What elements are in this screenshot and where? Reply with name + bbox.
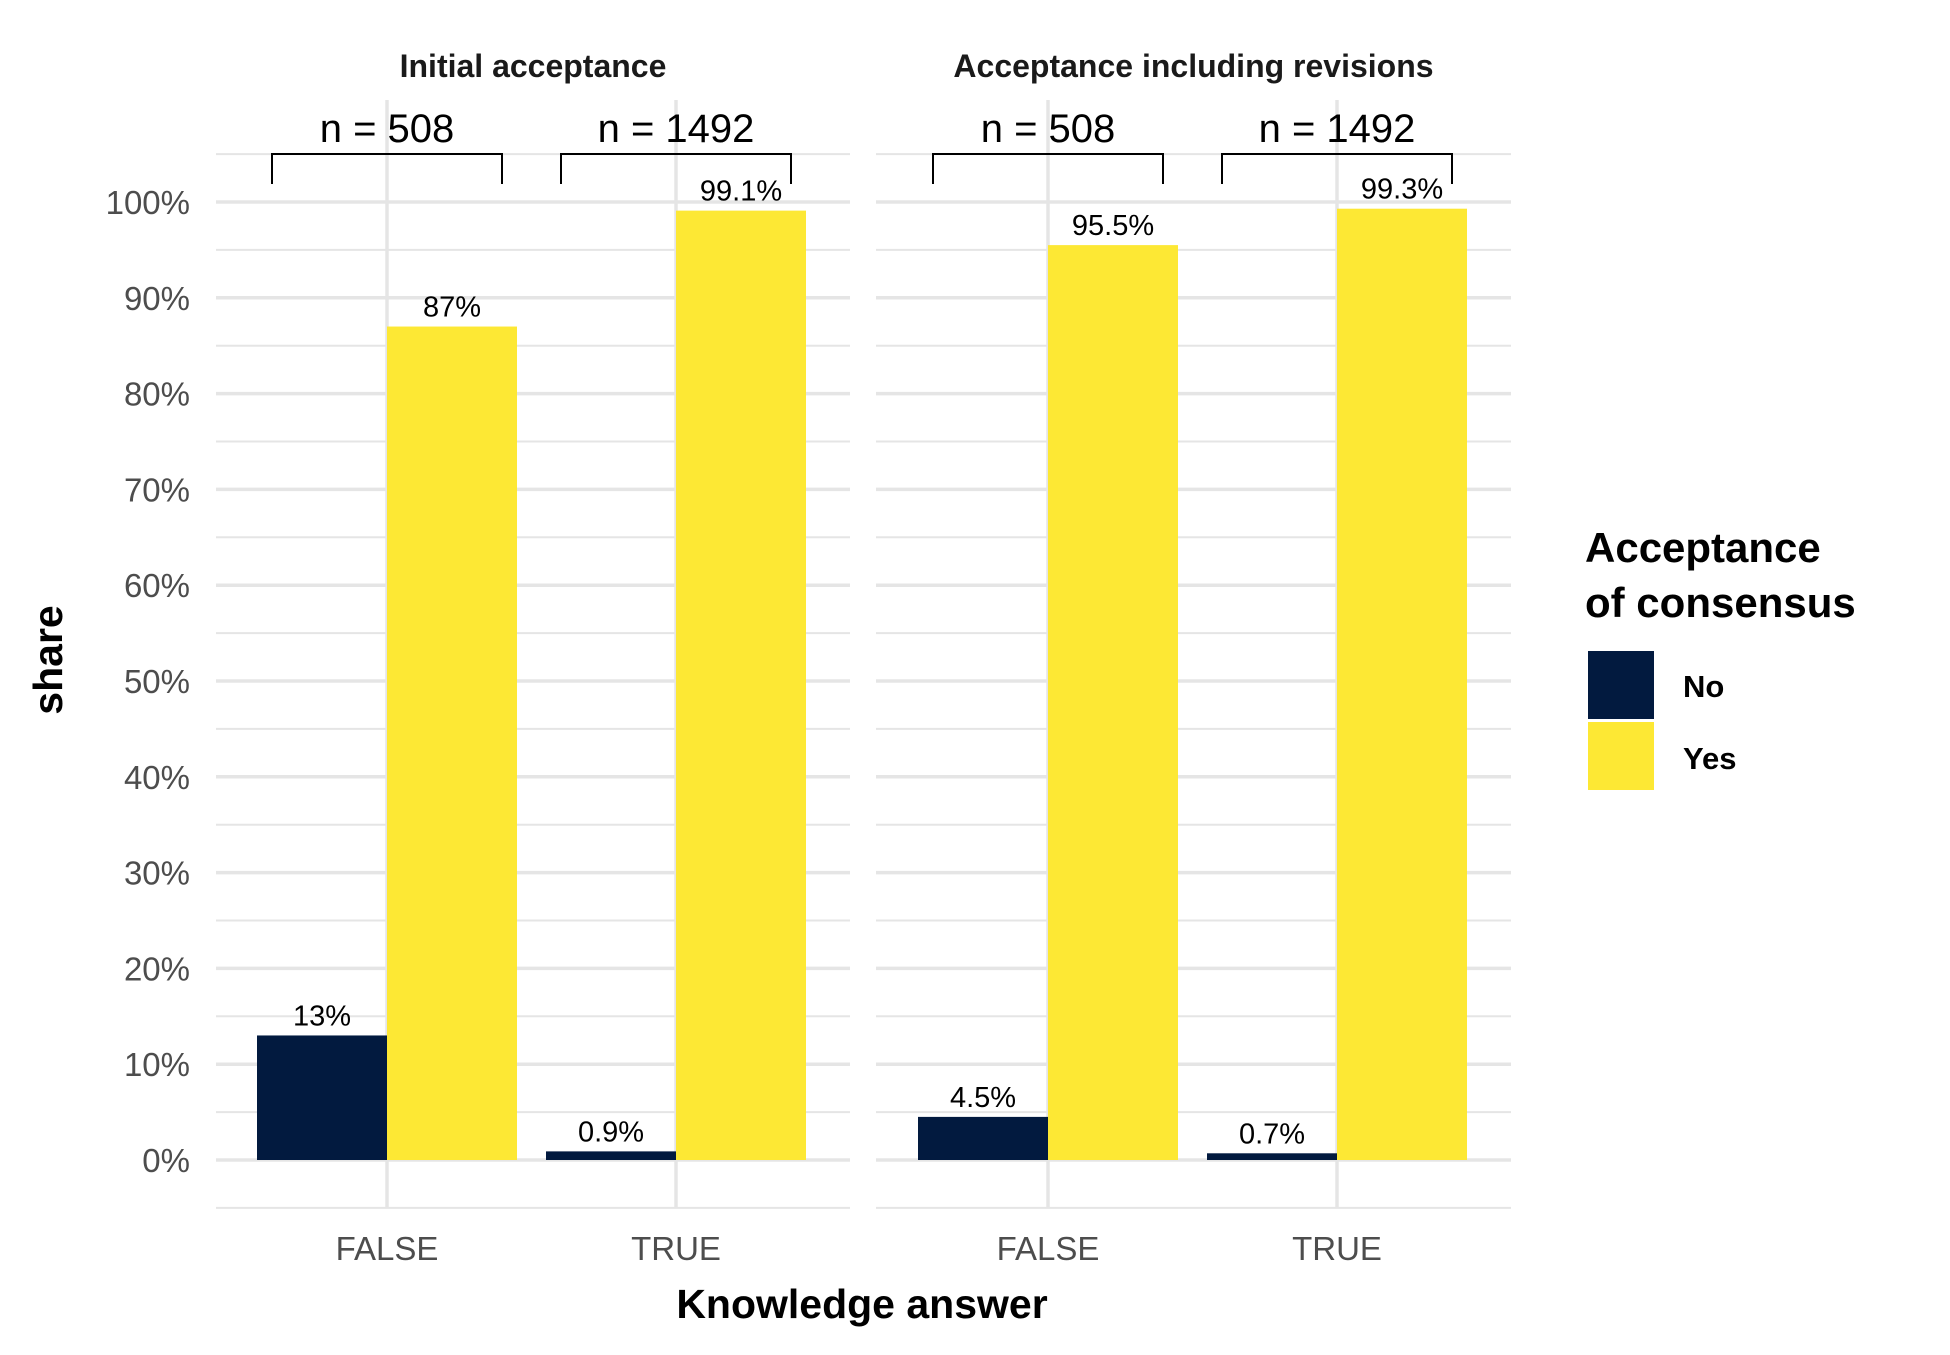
bar-yes [676, 210, 806, 1160]
y-tick-label: 10% [124, 1046, 190, 1083]
n-label: n = 1492 [598, 107, 755, 151]
legend-swatch-yes [1588, 722, 1654, 790]
x-axis-title: Knowledge answer [676, 1281, 1047, 1327]
bar-value-label: 0.9% [578, 1116, 644, 1148]
x-tick-label: FALSE [336, 1230, 439, 1267]
legend-label-no: No [1683, 669, 1724, 704]
bar-value-label: 87% [423, 292, 481, 324]
n-label: n = 508 [320, 107, 455, 151]
bar-yes [1048, 245, 1178, 1161]
y-tick-label: 0% [142, 1142, 190, 1179]
bar-value-label: 99.3% [1361, 174, 1443, 206]
bar-no [1207, 1153, 1337, 1160]
bar-value-label: 95.5% [1072, 210, 1154, 242]
y-tick-label: 90% [124, 280, 190, 317]
y-tick-label: 40% [124, 759, 190, 796]
y-tick-label: 60% [124, 567, 190, 604]
y-tick-label: 20% [124, 950, 190, 987]
n-label: n = 508 [981, 107, 1116, 151]
bar-no [546, 1151, 676, 1160]
y-tick-label: 100% [106, 184, 190, 221]
n-label: n = 1492 [1259, 107, 1416, 151]
legend-swatch-no [1588, 651, 1654, 719]
x-tick-label: FALSE [997, 1230, 1100, 1267]
bar-value-label: 99.1% [700, 176, 782, 208]
facet-title: Initial acceptance [400, 48, 667, 84]
y-tick-label: 30% [124, 855, 190, 892]
y-tick-label: 80% [124, 376, 190, 413]
bar-value-label: 0.7% [1239, 1118, 1305, 1150]
y-tick-label: 70% [124, 471, 190, 508]
bar-value-label: 13% [293, 1000, 351, 1032]
n-bracket [932, 153, 1164, 184]
x-tick-label: TRUE [1292, 1230, 1382, 1267]
y-tick-label: 50% [124, 663, 190, 700]
y-axis-title: share [25, 605, 71, 714]
n-bracket [1221, 153, 1453, 184]
legend-title-line-2: of consensus [1585, 579, 1856, 626]
bar-yes [387, 326, 517, 1160]
legend-title-line-1: Acceptance [1585, 524, 1821, 571]
legend: Acceptance of consensus No Yes [1585, 524, 1856, 790]
legend-label-yes: Yes [1683, 741, 1736, 776]
x-tick-label: TRUE [631, 1230, 721, 1267]
bar-no [918, 1116, 1048, 1160]
n-bracket [271, 153, 503, 184]
facet-title: Acceptance including revisions [953, 48, 1433, 84]
bar-yes [1337, 208, 1467, 1160]
bar-value-label: 4.5% [950, 1082, 1016, 1114]
bar-no [257, 1035, 387, 1160]
n-bracket [560, 153, 792, 184]
